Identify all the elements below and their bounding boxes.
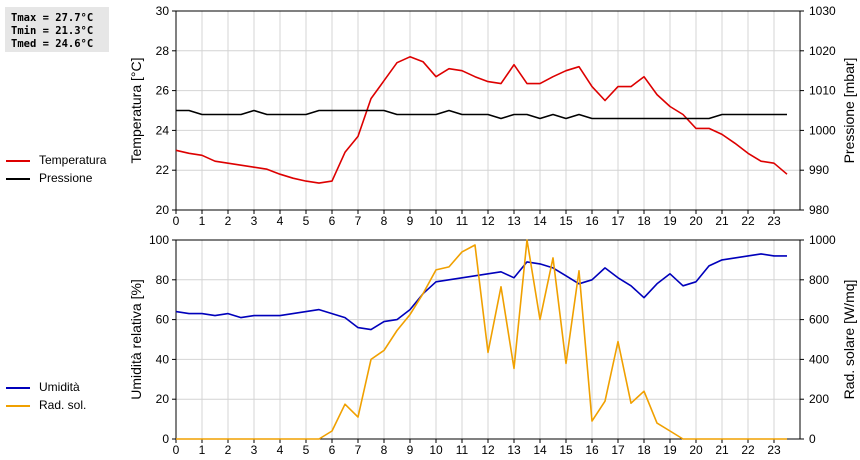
y-right-tick-label: 1000 bbox=[809, 123, 836, 137]
x-tick-label: 16 bbox=[585, 214, 599, 228]
legend-swatch-umidita bbox=[6, 387, 30, 389]
x-tick-label: 3 bbox=[251, 214, 258, 228]
x-tick-label: 11 bbox=[456, 443, 469, 457]
y-left-tick-label: 22 bbox=[156, 163, 170, 177]
legend-label-temperatura: Temperatura bbox=[39, 153, 107, 167]
tmin-label: Tmin = 21.3°C bbox=[11, 25, 94, 37]
y-left-tick-label: 28 bbox=[156, 44, 170, 58]
tmed-label: Tmed = 24.6°C bbox=[11, 38, 94, 50]
y-right-axis-label: Rad. solare [W/mq] bbox=[841, 280, 857, 400]
x-tick-label: 13 bbox=[507, 214, 521, 228]
x-tick-label: 15 bbox=[559, 214, 573, 228]
x-tick-label: 10 bbox=[429, 443, 443, 457]
x-tick-label: 8 bbox=[381, 214, 388, 228]
x-tick-label: 4 bbox=[277, 443, 284, 457]
y-right-tick-label: 980 bbox=[809, 203, 829, 217]
x-tick-label: 21 bbox=[715, 443, 729, 457]
x-tick-label: 2 bbox=[225, 214, 232, 228]
x-tick-label: 19 bbox=[663, 214, 677, 228]
x-tick-label: 1 bbox=[199, 443, 206, 457]
x-tick-label: 17 bbox=[611, 443, 625, 457]
y-left-tick-label: 20 bbox=[156, 392, 170, 406]
x-tick-label: 23 bbox=[767, 443, 781, 457]
stats-box: Tmax = 27.7°C Tmin = 21.3°C Tmed = 24.6°… bbox=[5, 7, 109, 52]
x-tick-label: 21 bbox=[715, 214, 729, 228]
y-left-tick-label: 30 bbox=[156, 4, 170, 18]
y-right-tick-label: 0 bbox=[809, 432, 816, 446]
y-left-tick-label: 26 bbox=[156, 84, 170, 98]
y-left-axis-label: Temperatura [°C] bbox=[128, 58, 144, 164]
x-tick-label: 13 bbox=[507, 443, 521, 457]
x-tick-label: 22 bbox=[741, 214, 755, 228]
x-tick-label: 15 bbox=[559, 443, 573, 457]
x-tick-label: 4 bbox=[277, 214, 284, 228]
y-right-tick-label: 600 bbox=[809, 313, 829, 327]
x-tick-label: 11 bbox=[456, 214, 469, 228]
y-right-axis-label: Pressione [mbar] bbox=[841, 58, 857, 164]
x-tick-label: 14 bbox=[533, 214, 547, 228]
legend-swatch-temperatura bbox=[6, 160, 30, 162]
x-tick-label: 5 bbox=[303, 214, 310, 228]
x-tick-label: 20 bbox=[689, 443, 703, 457]
x-tick-label: 22 bbox=[741, 443, 755, 457]
series-line-temperatura bbox=[175, 55, 788, 184]
series-line-pressione bbox=[176, 109, 787, 120]
y-right-tick-label: 1020 bbox=[809, 44, 836, 58]
x-tick-label: 7 bbox=[355, 214, 362, 228]
y-right-tick-label: 1000 bbox=[809, 233, 836, 247]
y-left-tick-label: 60 bbox=[156, 313, 170, 327]
y-right-tick-label: 800 bbox=[809, 273, 829, 287]
tmax-label: Tmax = 27.7°C bbox=[11, 12, 94, 24]
x-tick-label: 0 bbox=[173, 443, 180, 457]
x-tick-label: 17 bbox=[611, 214, 625, 228]
x-tick-label: 16 bbox=[585, 443, 599, 457]
x-tick-label: 6 bbox=[329, 443, 336, 457]
x-tick-label: 0 bbox=[173, 214, 180, 228]
y-left-tick-label: 0 bbox=[162, 432, 169, 446]
x-tick-label: 9 bbox=[407, 443, 414, 457]
y-right-tick-label: 400 bbox=[809, 352, 829, 366]
x-tick-label: 1 bbox=[199, 214, 206, 228]
plot-frame bbox=[175, 239, 801, 440]
x-tick-label: 8 bbox=[381, 443, 388, 457]
x-tick-label: 10 bbox=[429, 214, 443, 228]
x-tick-label: 19 bbox=[663, 443, 677, 457]
x-tick-label: 20 bbox=[689, 214, 703, 228]
series-line-rad-sol bbox=[176, 239, 787, 440]
y-left-axis-label: Umidità relativa [%] bbox=[128, 279, 144, 400]
y-left-tick-label: 20 bbox=[156, 203, 170, 217]
legend-label-rad-sol: Rad. sol. bbox=[39, 398, 87, 412]
x-tick-label: 12 bbox=[481, 443, 495, 457]
legend-swatch-pressione bbox=[6, 178, 30, 180]
y-left-tick-label: 40 bbox=[156, 352, 170, 366]
x-tick-label: 2 bbox=[225, 443, 232, 457]
x-tick-label: 12 bbox=[481, 214, 495, 228]
legend-label-pressione: Pressione bbox=[39, 171, 93, 185]
y-right-tick-label: 1010 bbox=[809, 84, 836, 98]
y-left-tick-label: 80 bbox=[156, 273, 170, 287]
y-right-tick-label: 990 bbox=[809, 163, 829, 177]
y-left-tick-label: 100 bbox=[149, 233, 169, 247]
x-tick-label: 6 bbox=[329, 214, 336, 228]
x-tick-label: 18 bbox=[637, 443, 651, 457]
x-tick-label: 14 bbox=[533, 443, 547, 457]
series-line-umidit bbox=[175, 253, 787, 331]
x-tick-label: 7 bbox=[355, 443, 362, 457]
x-tick-label: 23 bbox=[767, 214, 781, 228]
legend-swatch-rad-sol bbox=[6, 405, 30, 407]
y-right-tick-label: 200 bbox=[809, 392, 829, 406]
y-left-tick-label: 24 bbox=[156, 123, 170, 137]
legend-label-umidita: Umidità bbox=[39, 380, 80, 394]
x-tick-label: 3 bbox=[251, 443, 258, 457]
y-right-tick-label: 1030 bbox=[809, 4, 836, 18]
x-tick-label: 9 bbox=[407, 214, 414, 228]
x-tick-label: 18 bbox=[637, 214, 651, 228]
x-tick-label: 5 bbox=[303, 443, 310, 457]
